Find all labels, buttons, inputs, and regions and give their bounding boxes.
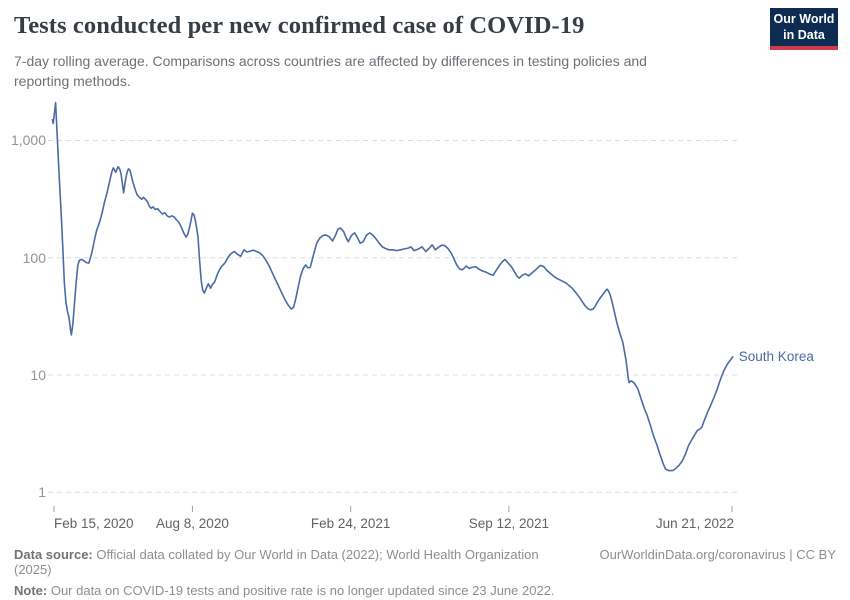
chart-subtitle: 7-day rolling average. Comparisons acros… xyxy=(14,53,647,89)
owid-coronavirus-link[interactable]: OurWorldinData.org/coronavirus | CC BY xyxy=(599,547,836,562)
footer-note: Note: Our data on COVID-19 tests and pos… xyxy=(14,583,555,598)
series-line-south-korea[interactable] xyxy=(51,101,734,472)
series-label-south-korea[interactable]: South Korea xyxy=(738,348,814,364)
data-source-text: Data source: Official data collated by O… xyxy=(14,547,539,577)
owid-logo-line2: in Data xyxy=(783,27,825,42)
data-source-label: Data source: xyxy=(14,547,93,562)
owid-logo-line1: Our World xyxy=(773,12,835,26)
page-title: Tests conducted per new confirmed case o… xyxy=(14,12,585,39)
note-label: Note: xyxy=(14,583,48,598)
owid-logo[interactable]: Our World in Data xyxy=(770,8,838,50)
footer: Data source: Official data collated by O… xyxy=(14,547,836,598)
